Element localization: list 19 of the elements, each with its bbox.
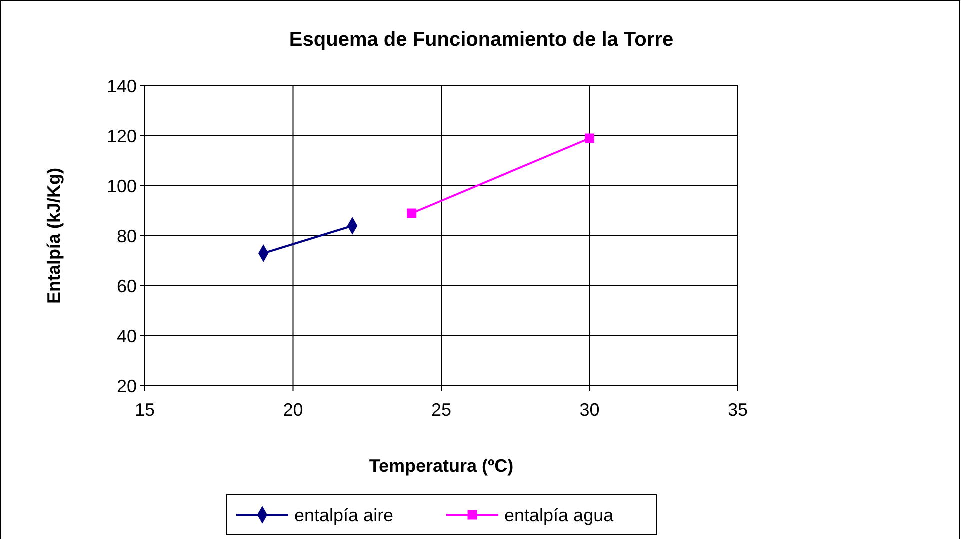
y-tick-label: 40 <box>116 326 137 346</box>
chart-title: Esquema de Funcionamiento de la Torre <box>289 29 674 51</box>
x-tick-label: 30 <box>580 400 600 420</box>
y-tick-label: 120 <box>106 126 137 146</box>
x-tick-label: 25 <box>431 400 452 420</box>
y-tick-label: 80 <box>116 226 137 246</box>
x-tick-label: 35 <box>728 400 748 420</box>
y-tick-label: 60 <box>116 276 137 296</box>
legend-label: entalpía agua <box>504 505 615 526</box>
y-tick-label: 100 <box>106 176 137 196</box>
y-tick-label: 20 <box>116 376 137 396</box>
x-tick-label: 15 <box>134 400 156 420</box>
legend-label: entalpía aire <box>294 505 394 526</box>
point <box>585 134 594 144</box>
y-axis-title: Entalpía (kJ/Kg) <box>44 168 64 304</box>
x-axis-title: Temperatura (ºC) <box>369 456 514 476</box>
y-tick-label: 140 <box>106 76 137 96</box>
x-tick-label: 20 <box>283 400 304 420</box>
point <box>407 208 417 218</box>
